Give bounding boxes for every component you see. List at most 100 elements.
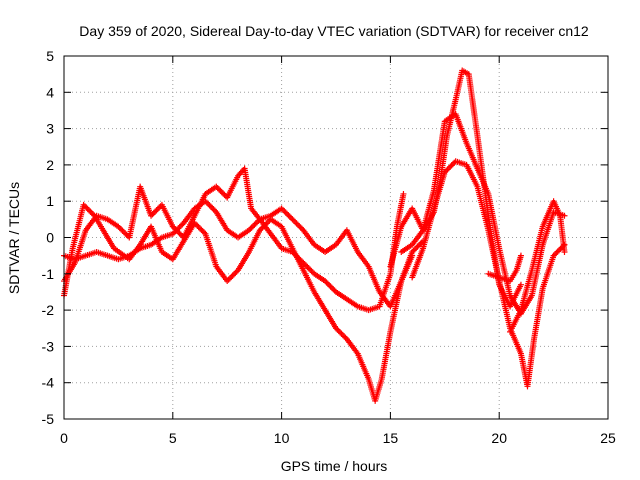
data-point bbox=[326, 282, 333, 289]
y-axis-title: SDTVAR / TECUs bbox=[6, 182, 22, 294]
x-tick-label: 0 bbox=[60, 430, 68, 446]
data-point bbox=[551, 251, 558, 258]
chart-title: Day 359 of 2020, Sidereal Day-to-day VTE… bbox=[79, 23, 589, 39]
data-point bbox=[118, 226, 125, 233]
data-point bbox=[323, 279, 330, 286]
data-point bbox=[221, 191, 228, 198]
series-track-c bbox=[61, 198, 416, 310]
data-point bbox=[304, 263, 311, 270]
data-point bbox=[554, 248, 561, 255]
data-point bbox=[202, 198, 209, 205]
data-point bbox=[254, 219, 261, 226]
data-point bbox=[448, 162, 455, 169]
data-point bbox=[154, 205, 161, 212]
data-point bbox=[307, 266, 314, 273]
y-tick-label: 3 bbox=[46, 121, 54, 137]
data-point bbox=[550, 252, 557, 259]
y-tick-label: -4 bbox=[42, 375, 55, 391]
data-point bbox=[80, 201, 87, 208]
data-point bbox=[153, 207, 160, 214]
data-point bbox=[290, 250, 297, 257]
data-point bbox=[201, 229, 208, 236]
data-point bbox=[86, 207, 93, 214]
data-point bbox=[149, 211, 156, 218]
y-tick-label: -5 bbox=[42, 411, 55, 427]
data-point bbox=[252, 220, 259, 227]
data-point bbox=[197, 225, 203, 232]
data-point bbox=[169, 223, 176, 230]
y-tick-label: 4 bbox=[46, 84, 54, 100]
data-point bbox=[229, 272, 236, 279]
data-point bbox=[292, 219, 299, 226]
data-point bbox=[176, 230, 183, 237]
data-point bbox=[256, 227, 263, 234]
data-point bbox=[417, 240, 424, 247]
data-point bbox=[218, 189, 225, 196]
data-point bbox=[169, 230, 176, 237]
data-point bbox=[556, 247, 563, 254]
data-point bbox=[447, 163, 454, 170]
data-point bbox=[211, 207, 218, 214]
data-point bbox=[83, 204, 90, 211]
data-point bbox=[265, 219, 271, 226]
series-track-d bbox=[387, 111, 568, 317]
data-point bbox=[337, 329, 344, 336]
data-point bbox=[443, 167, 450, 174]
data-point bbox=[289, 216, 296, 223]
data-point bbox=[441, 169, 448, 176]
x-tick-label: 15 bbox=[383, 430, 399, 446]
data-point bbox=[247, 225, 254, 232]
data-point bbox=[87, 208, 94, 215]
y-tick-label: 5 bbox=[46, 48, 54, 64]
data-point bbox=[217, 187, 224, 194]
data-point bbox=[281, 208, 288, 215]
data-point bbox=[300, 259, 307, 266]
data-point bbox=[148, 212, 155, 219]
data-point bbox=[284, 210, 291, 217]
data-point bbox=[292, 251, 299, 258]
data-point bbox=[411, 246, 418, 253]
data-point bbox=[156, 204, 163, 211]
data-point bbox=[339, 332, 346, 339]
data-point bbox=[150, 209, 157, 216]
data-point bbox=[233, 268, 240, 275]
data-point bbox=[333, 325, 339, 332]
data-point bbox=[198, 226, 205, 233]
data-point bbox=[172, 228, 179, 235]
x-axis-title: GPS time / hours bbox=[281, 458, 388, 474]
data-point bbox=[225, 276, 232, 283]
y-tick-label: 2 bbox=[46, 157, 54, 173]
y-tick-label: -3 bbox=[42, 338, 55, 354]
data-point bbox=[303, 262, 310, 269]
x-tick-label: 25 bbox=[600, 430, 616, 446]
series-track-f bbox=[409, 158, 568, 390]
data-point bbox=[226, 275, 233, 282]
data-point bbox=[279, 206, 286, 213]
data-point bbox=[335, 327, 342, 334]
data-point bbox=[301, 261, 308, 268]
y-tick-label: 1 bbox=[46, 193, 54, 209]
data-point bbox=[517, 252, 524, 259]
data-point bbox=[228, 273, 235, 280]
data-point bbox=[195, 224, 202, 231]
data-point bbox=[414, 243, 421, 250]
data-point bbox=[409, 252, 416, 259]
data-point bbox=[116, 224, 123, 231]
data-point bbox=[173, 226, 180, 233]
data-point bbox=[324, 280, 331, 287]
data-point bbox=[553, 249, 560, 256]
data-point bbox=[120, 229, 127, 236]
data-point bbox=[205, 200, 212, 207]
data-point bbox=[296, 255, 303, 262]
data-point bbox=[152, 208, 159, 215]
data-point bbox=[203, 199, 210, 206]
data-point bbox=[334, 326, 341, 333]
data-point bbox=[285, 212, 292, 219]
data-point bbox=[286, 213, 293, 220]
data-point bbox=[232, 269, 239, 276]
data-point bbox=[81, 203, 88, 210]
data-point bbox=[410, 247, 417, 254]
data-point bbox=[176, 224, 183, 231]
data-point bbox=[123, 231, 130, 238]
data-point bbox=[119, 227, 126, 234]
